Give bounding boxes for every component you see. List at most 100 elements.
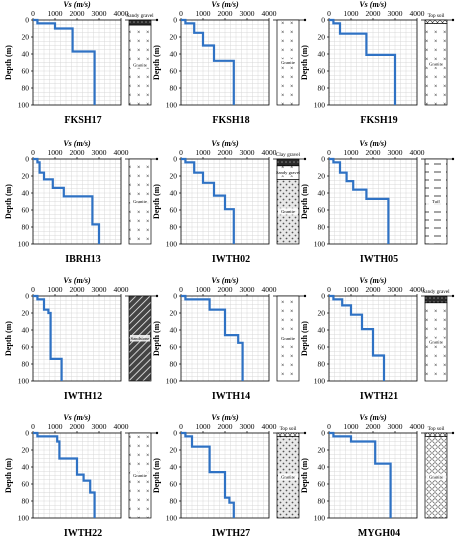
y-tick-label: 80 — [318, 84, 326, 93]
y-tick-label: 20 — [170, 33, 178, 42]
x-axis-title: Vs (m/s) — [63, 0, 91, 9]
x-tick-label: 1000 — [196, 422, 211, 431]
x-axis-title: Vs (m/s) — [63, 413, 91, 422]
x-axis-title: Vs (m/s) — [63, 139, 91, 148]
soil-layer-label: Top soil — [428, 13, 445, 19]
soil-layer-label: Granite — [133, 63, 147, 68]
station-label: IWTH27 — [212, 528, 250, 539]
x-tick-label: 0 — [327, 422, 331, 431]
x-tick-label: 3000 — [92, 9, 107, 18]
soil-layer — [277, 433, 299, 436]
x-tick-label: 3000 — [388, 9, 403, 18]
x-tick-label: 4000 — [262, 9, 277, 18]
y-tick-label: 100 — [314, 377, 326, 386]
x-axis-title: Vs (m/s) — [63, 276, 91, 285]
column-top-marker — [452, 432, 454, 434]
x-tick-label: 0 — [179, 285, 183, 294]
soil-layer — [425, 433, 447, 436]
y-tick-label: 40 — [170, 463, 178, 472]
soil-layer-label: Clay gravel — [276, 152, 301, 158]
x-tick-label: 2000 — [218, 148, 233, 157]
soil-layer-label: Sandy gravel — [276, 170, 301, 175]
y-tick-label: 60 — [22, 343, 30, 352]
y-tick-label: 0 — [25, 155, 29, 164]
x-tick-label: 4000 — [262, 422, 277, 431]
soil-layer-label: Granite — [281, 60, 295, 65]
soil-layer-label: Sandy gravel — [126, 13, 154, 19]
y-axis-title: Depth (m) — [4, 321, 13, 356]
station-label: IWTH14 — [212, 391, 250, 402]
x-tick-label: 1000 — [196, 285, 211, 294]
x-tick-label: 0 — [31, 285, 35, 294]
y-tick-label: 100 — [314, 514, 326, 523]
x-tick-label: 1000 — [196, 9, 211, 18]
soil-layer-label: Granite — [429, 339, 443, 344]
soil-layer — [277, 159, 299, 166]
y-axis-title: Depth (m) — [300, 45, 309, 80]
y-axis-title: Depth (m) — [152, 458, 161, 493]
x-axis-title: Vs (m/s) — [211, 413, 239, 422]
y-tick-label: 20 — [170, 446, 178, 455]
y-tick-label: 80 — [170, 223, 178, 232]
y-axis-title: Depth (m) — [152, 321, 161, 356]
x-tick-label: 1000 — [48, 148, 63, 157]
y-tick-label: 20 — [318, 172, 326, 181]
y-axis-title: Depth (m) — [300, 184, 309, 219]
y-tick-label: 80 — [170, 360, 178, 369]
soil-layer-label: Granite — [281, 475, 295, 480]
x-tick-label: 1000 — [344, 285, 359, 294]
soil-layer-label: Granite — [133, 199, 147, 204]
station-label: IWTH12 — [64, 391, 102, 402]
soil-layer-label: Granite — [429, 62, 443, 67]
station-label: IWTH21 — [360, 391, 398, 402]
x-tick-label: 1000 — [196, 148, 211, 157]
y-tick-label: 80 — [318, 223, 326, 232]
y-tick-label: 0 — [173, 16, 177, 25]
x-tick-label: 3000 — [388, 422, 403, 431]
x-tick-label: 3000 — [240, 422, 255, 431]
x-tick-label: 3000 — [388, 285, 403, 294]
y-tick-label: 0 — [25, 292, 29, 301]
column-top-marker — [304, 295, 306, 297]
x-axis-title: Vs (m/s) — [359, 0, 387, 9]
column-top-marker — [452, 158, 454, 160]
y-tick-label: 100 — [18, 377, 30, 386]
column-top-marker — [304, 158, 306, 160]
x-axis-title: Vs (m/s) — [359, 276, 387, 285]
y-tick-label: 100 — [166, 514, 178, 523]
y-tick-label: 0 — [25, 429, 29, 438]
x-tick-label: 2000 — [366, 148, 381, 157]
x-tick-label: 0 — [179, 422, 183, 431]
y-tick-label: 80 — [318, 360, 326, 369]
y-tick-label: 20 — [22, 446, 30, 455]
y-tick-label: 40 — [22, 189, 30, 198]
y-tick-label: 0 — [321, 292, 325, 301]
x-tick-label: 2000 — [218, 9, 233, 18]
x-tick-label: 1000 — [344, 422, 359, 431]
station-label: IWTH02 — [212, 254, 250, 265]
x-tick-label: 2000 — [218, 285, 233, 294]
y-tick-label: 0 — [173, 429, 177, 438]
y-tick-label: 100 — [166, 240, 178, 249]
y-tick-label: 20 — [22, 309, 30, 318]
y-tick-label: 20 — [318, 446, 326, 455]
x-axis-title: Vs (m/s) — [211, 276, 239, 285]
x-tick-label: 2000 — [70, 285, 85, 294]
station-label: FKSH19 — [360, 115, 397, 126]
y-tick-label: 40 — [170, 326, 178, 335]
y-tick-label: 60 — [318, 480, 326, 489]
soil-layer-label: Granite — [133, 473, 147, 478]
y-axis-title: Depth (m) — [4, 45, 13, 80]
station-label: FKSH17 — [64, 115, 101, 126]
y-axis-title: Depth (m) — [152, 184, 161, 219]
y-tick-label: 40 — [318, 326, 326, 335]
x-tick-label: 1000 — [344, 9, 359, 18]
x-tick-label: 3000 — [240, 9, 255, 18]
y-tick-label: 80 — [170, 497, 178, 506]
